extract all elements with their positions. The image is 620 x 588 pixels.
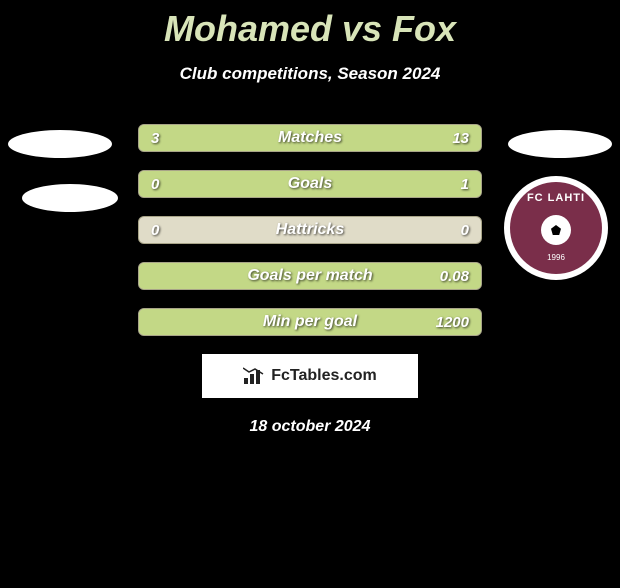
- date-line: 18 october 2024: [0, 418, 620, 436]
- stat-label: Hattricks: [139, 217, 481, 243]
- stat-value-right: 0.08: [440, 263, 469, 289]
- stat-value-right: 1: [461, 171, 469, 197]
- stat-row: 0Goals1: [138, 170, 482, 198]
- player-right-badge-placeholder: [508, 130, 612, 158]
- club-badge-text: FC LAHTI: [527, 192, 585, 204]
- player-left-badge-placeholder-1: [8, 130, 112, 158]
- stat-label: Goals: [139, 171, 481, 197]
- club-badge: FC LAHTI 1996: [504, 176, 608, 280]
- page-title: Mohamed vs Fox: [0, 8, 620, 50]
- bar-chart-icon: [243, 366, 267, 386]
- stat-label: Min per goal: [139, 309, 481, 335]
- stat-label: Matches: [139, 125, 481, 151]
- subtitle: Club competitions, Season 2024: [0, 64, 620, 84]
- player-left-badge-placeholder-2: [22, 184, 118, 212]
- stat-row: Goals per match0.08: [138, 262, 482, 290]
- brand-name: FcTables.com: [271, 367, 377, 385]
- stats-comparison: 3Matches130Goals10Hattricks0Goals per ma…: [138, 124, 482, 336]
- stat-row: 0Hattricks0: [138, 216, 482, 244]
- stat-value-right: 1200: [436, 309, 469, 335]
- club-badge-year: 1996: [547, 253, 565, 262]
- brand-footer[interactable]: FcTables.com: [202, 354, 418, 398]
- soccer-ball-icon: [541, 215, 571, 245]
- stat-label: Goals per match: [139, 263, 481, 289]
- stat-row: Min per goal1200: [138, 308, 482, 336]
- stat-row: 3Matches13: [138, 124, 482, 152]
- stat-value-right: 0: [461, 217, 469, 243]
- stat-value-right: 13: [452, 125, 469, 151]
